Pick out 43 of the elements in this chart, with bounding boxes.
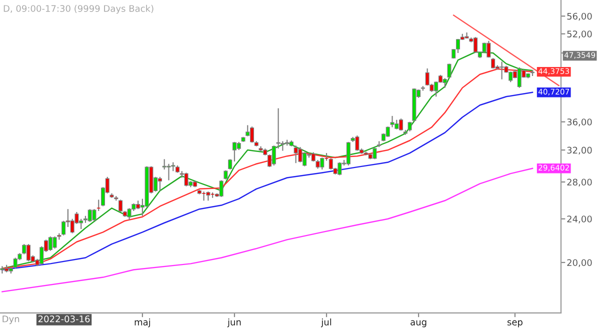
candlestick [486,40,491,58]
candlestick [390,115,394,128]
candlestick [92,208,96,222]
candlestick [127,208,132,220]
y-tick-label: 24,00 [567,216,592,224]
text: 2022-03-16 [38,315,90,322]
candlestick [447,63,452,78]
candlestick [206,191,210,202]
x-tick-label: maj [134,318,150,328]
candlestick [386,126,390,138]
y-tick-label: 36,00 [567,118,592,126]
candlestick [219,180,224,198]
x-tick-label: jun [227,318,241,328]
candlestick [442,78,447,88]
candlestick [272,145,276,166]
y-tick-label: 28,00 [567,178,592,186]
y-tick-label: 32,00 [567,146,592,154]
candlestick [158,176,162,192]
candlestick [166,163,171,181]
candlestick [52,236,57,250]
text: D, 09:00-17:30 (9999 Days Back) [4,4,154,14]
x-tick-label: sep [507,320,522,328]
y-tick-label: 52,00 [567,30,592,38]
candlestick [355,134,360,152]
y-tick-label: 56,00 [567,12,592,21]
candlestick [250,126,254,144]
candlestick [26,244,31,262]
candlestick [294,145,298,164]
candlestick [228,158,232,170]
candlestick [224,170,228,180]
y-tick-label: 20,00 [567,259,592,267]
text: Dyn [2,316,20,324]
candlestick [88,208,92,222]
candlestick [491,57,496,69]
candlestick [62,220,66,236]
candlestick [13,257,18,270]
line-series [2,168,534,292]
candlestick [118,199,123,213]
x-tick-label: jul [320,318,332,328]
candlestick [184,172,188,187]
candlestick [346,141,350,166]
x-tick-label: aug [410,320,426,328]
candlestick [298,146,302,163]
